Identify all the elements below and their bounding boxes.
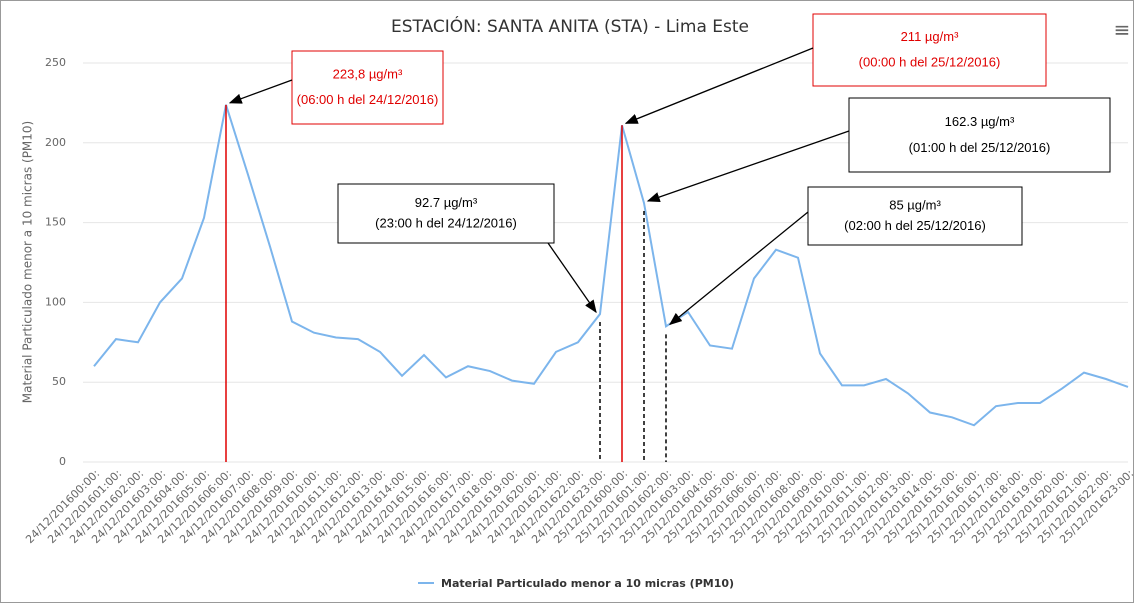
y-axis-label: Material Particulado menor a 10 micras (… [21, 121, 35, 403]
y-tick-label: 200 [45, 136, 66, 149]
annotation-value: 162.3 µg/m³ [945, 114, 1015, 129]
data-line [93, 104, 1129, 427]
annotation-arrow [228, 79, 293, 104]
annotation-value: 85 µg/m³ [889, 198, 941, 213]
annotation-time: (02:00 h del 25/12/2016) [844, 218, 986, 233]
annotation-box [807, 186, 1023, 246]
annotation-arrow [624, 47, 814, 124]
annotation-time: (06:00 h del 24/12/2016) [297, 92, 439, 107]
annotation-arrow [646, 130, 850, 203]
annotation-value: 211 µg/m³ [901, 29, 959, 44]
annotation-time: (01:00 h del 25/12/2016) [909, 140, 1051, 155]
annotation-arrow [668, 211, 809, 326]
annotation-arrow [547, 242, 597, 314]
y-tick-label: 250 [45, 56, 66, 69]
y-tick-label: 150 [45, 216, 66, 229]
y-tick-label: 100 [45, 295, 66, 308]
y-tick-label: 0 [59, 455, 66, 468]
annotation-time: (23:00 h del 24/12/2016) [375, 216, 517, 231]
annotation-value: 92.7 µg/m³ [415, 195, 478, 210]
annotation-box [848, 97, 1111, 173]
legend-label: Material Particulado menor a 10 micras (… [441, 577, 734, 590]
annotation-box [812, 13, 1047, 87]
y-tick-label: 50 [52, 375, 66, 388]
annotation-box [337, 183, 555, 244]
annotation-box [291, 50, 444, 125]
annotation-time: (00:00 h del 25/12/2016) [859, 54, 1001, 69]
menu-icon[interactable]: ≡ [1114, 18, 1131, 42]
annotation-value: 223,8 µg/m³ [333, 67, 403, 82]
chart-title: ESTACIÓN: SANTA ANITA (STA) - Lima Este [391, 15, 749, 37]
